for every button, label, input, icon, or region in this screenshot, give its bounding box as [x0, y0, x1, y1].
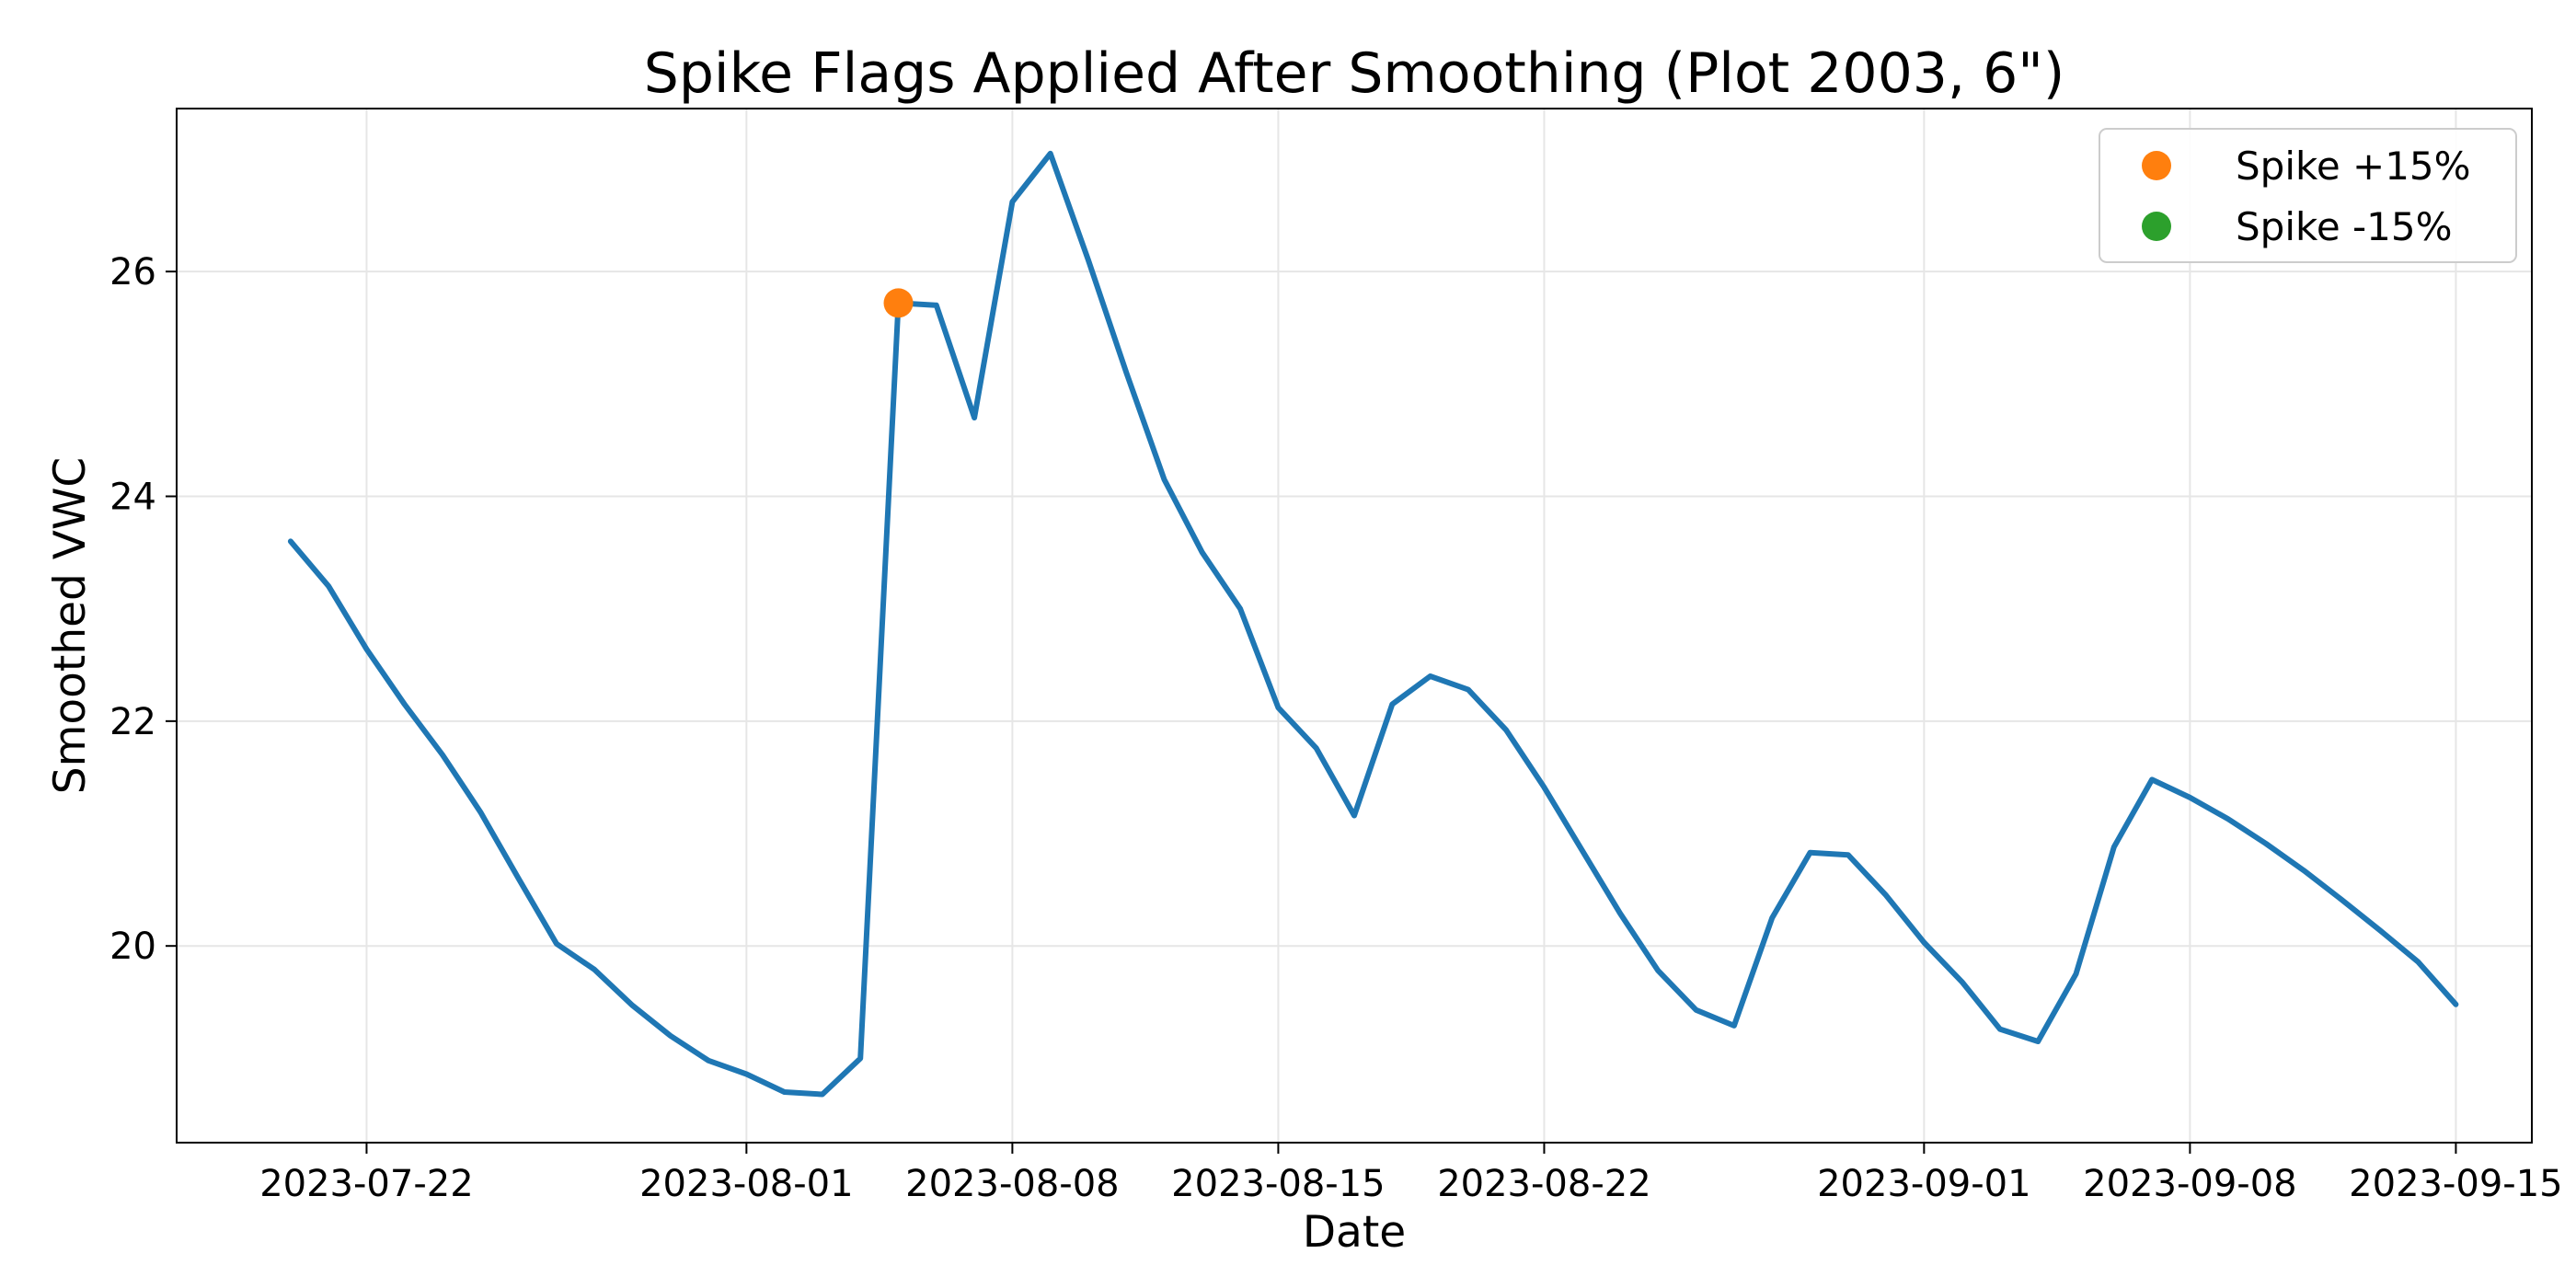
x-tick-label: 2023-08-01 — [639, 1163, 853, 1205]
legend-marker — [2142, 151, 2171, 180]
x-axis-ticks: 2023-07-22 2023-08-01 2023-08-08 2023-08-15… — [259, 1143, 2563, 1205]
legend-label: Spike +15% — [2236, 144, 2471, 189]
y-axis-ticks: 20 22 24 26 — [109, 251, 177, 968]
y-tick-label: 26 — [109, 251, 156, 293]
series-line — [287, 150, 2459, 1098]
gridlines — [177, 109, 2532, 1143]
legend-marker — [2142, 212, 2171, 241]
x-tick-label: 2023-08-08 — [905, 1163, 1119, 1205]
y-tick-label: 22 — [109, 701, 156, 743]
x-axis-title: Date — [1303, 1207, 1406, 1258]
plot-frame — [176, 108, 2533, 1144]
x-tick-label: 2023-08-22 — [1437, 1163, 1650, 1205]
x-tick-label: 2023-09-15 — [2349, 1163, 2562, 1205]
x-tick-label: 2023-07-22 — [259, 1163, 473, 1205]
y-tick-label: 24 — [109, 477, 156, 519]
spike-markers — [883, 288, 914, 318]
legend: Spike +15% Spike -15% — [2099, 128, 2517, 263]
series-line-group — [287, 150, 2459, 1098]
chart-title: Spike Flags Applied After Smoothing (Plo… — [644, 41, 2065, 106]
x-tick-label: 2023-08-15 — [1171, 1163, 1385, 1205]
legend-box — [2099, 128, 2517, 263]
y-tick-label: 20 — [109, 926, 156, 968]
spike-up-marker — [883, 288, 914, 318]
y-axis-title: Smoothed VWC — [45, 457, 96, 794]
legend-label: Spike -15% — [2236, 204, 2453, 249]
x-tick-label: 2023-09-01 — [1817, 1163, 2030, 1205]
x-tick-label: 2023-09-08 — [2083, 1163, 2296, 1205]
